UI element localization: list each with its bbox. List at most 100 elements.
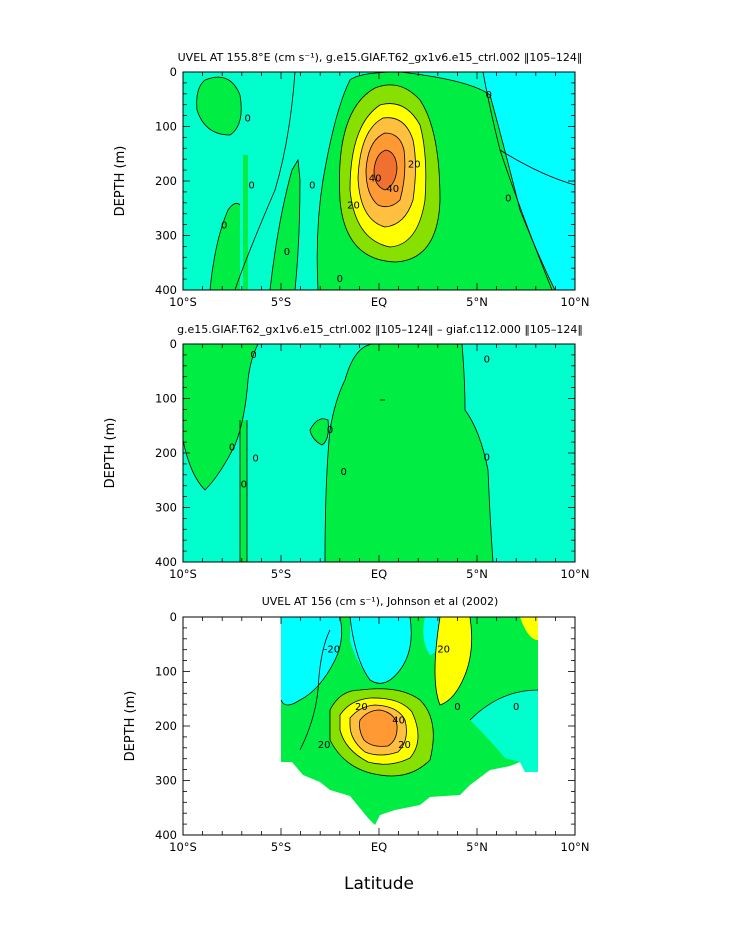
panel-1-ylabel: DEPTH (m) xyxy=(113,146,128,217)
contour-label: 0 xyxy=(309,180,315,191)
panel-1-title: UVEL AT 155.8°E (cm s⁻¹), g.e15.GIAF.T62… xyxy=(178,51,583,64)
panel-1-contour-50 xyxy=(365,132,406,208)
x-tick-label: 10°S xyxy=(169,295,197,309)
contour-label: 0 xyxy=(337,274,343,285)
y-tick-label: 400 xyxy=(155,283,177,297)
panel-2-contour-small xyxy=(309,418,329,446)
contour-label: 0 xyxy=(284,247,290,258)
panel-3-contours xyxy=(280,617,539,825)
contour-label: 40 xyxy=(386,184,399,195)
y-tick-label: 100 xyxy=(155,120,177,134)
panel-3-weak-east xyxy=(470,690,538,772)
panel-1-contour-0-mid xyxy=(234,72,296,290)
panel-1-contour-40 xyxy=(357,117,416,228)
panel-3-contour-20 xyxy=(329,688,434,777)
x-tick-label: 10°S xyxy=(169,567,197,581)
x-tick-label: 10°S xyxy=(169,840,197,854)
contour-label: 0 xyxy=(484,452,490,463)
panel-2-ylabel: DEPTH (m) xyxy=(103,418,118,489)
panel-1-lower-jet xyxy=(270,160,300,290)
contour-label: 20 xyxy=(355,702,368,713)
panel-3-contour-60 xyxy=(359,709,398,747)
contour-label: 20 xyxy=(408,160,421,171)
x-tick-label: 5°S xyxy=(271,840,291,854)
x-tick-label: 5°S xyxy=(271,567,291,581)
x-tick-label: 5°S xyxy=(271,295,291,309)
y-tick-label: 300 xyxy=(155,501,177,515)
panel-1-contour-20 xyxy=(339,84,441,263)
contour-label: 0 xyxy=(454,702,460,713)
panel-2-central-positive xyxy=(325,344,493,562)
panel-2-contour-west xyxy=(183,344,259,491)
y-tick-label: 100 xyxy=(155,665,177,679)
panel-2-contours xyxy=(183,344,575,562)
contour-label: 40 xyxy=(369,173,382,184)
panel-1-contour-60 xyxy=(373,149,398,191)
panel-3-title: UVEL AT 156 (cm s⁻¹), Johnson et al (200… xyxy=(262,595,499,608)
panel-1-contour-30 xyxy=(349,103,427,248)
panel-2-contour-central-east xyxy=(461,344,494,562)
panel-1-eastern-negative xyxy=(483,72,575,290)
x-tick-label: 5°N xyxy=(466,295,488,309)
panel-2-ticks: 10°S 5°S EQ 5°N 10°N 0 100 200 300 400 xyxy=(155,337,589,581)
panel-3-contour-neg-west xyxy=(280,617,343,706)
panel-3-contour-50 xyxy=(349,704,407,756)
contour-label: 0 xyxy=(505,193,511,204)
panel-1-thin-strip xyxy=(243,155,248,290)
panel-3-upper-yellow xyxy=(435,617,472,705)
panel-3-contour-neg-central xyxy=(349,617,412,684)
panel-3-contour-west-zero xyxy=(299,629,331,751)
panel-2: g.e15.GIAF.T62_gx1v6.e15_ctrl.002 ‖105–1… xyxy=(103,323,590,581)
panel-1-euc-max xyxy=(374,150,397,190)
y-tick-label: 0 xyxy=(170,65,177,79)
panel-2-small-cell xyxy=(310,418,329,445)
y-tick-label: 0 xyxy=(170,610,177,624)
figure-xlabel: Latitude xyxy=(344,874,414,894)
contour-label: 0 xyxy=(327,425,333,436)
panel-1-contour-0-ne xyxy=(499,149,575,186)
panel-3: UVEL AT 156 (cm s⁻¹), Johnson et al (200… xyxy=(123,595,590,854)
x-tick-label: 10°N xyxy=(561,840,590,854)
panel-1-west-cell xyxy=(196,76,242,136)
panel-2-contour-labels: 0 0 0 0 0 0 0 0 xyxy=(229,350,490,491)
x-tick-label: 10°N xyxy=(561,567,590,581)
x-tick-label: 5°N xyxy=(466,567,488,581)
panel-1-contours xyxy=(183,72,575,290)
contour-label: 0 xyxy=(244,113,250,124)
contour-label: 40 xyxy=(392,716,405,727)
panel-3-contour-40 xyxy=(339,697,419,765)
x-tick-label: 10°N xyxy=(561,295,590,309)
x-tick-label: EQ xyxy=(371,840,387,854)
y-tick-label: 200 xyxy=(155,719,177,733)
panel-2-contour-strip xyxy=(239,420,248,562)
x-tick-label: EQ xyxy=(371,295,387,309)
x-tick-label: EQ xyxy=(371,567,387,581)
contour-label: 20 xyxy=(318,740,331,751)
y-tick-label: 400 xyxy=(155,828,177,842)
contour-label: 0 xyxy=(250,350,256,361)
y-tick-label: 300 xyxy=(155,774,177,788)
panel-3-ylabel: DEPTH (m) xyxy=(123,691,138,762)
contour-label: 0 xyxy=(248,180,254,191)
contour-label: 0 xyxy=(229,443,235,454)
panel-1-contour-0-lower xyxy=(269,158,301,290)
panel-1-west-strip xyxy=(210,203,240,290)
contour-label: -20 xyxy=(324,645,340,656)
y-tick-label: 200 xyxy=(155,446,177,460)
panel-2-west-lobe xyxy=(183,344,258,490)
panel-2-title: g.e15.GIAF.T62_gx1v6.e15_ctrl.002 ‖105–1… xyxy=(177,323,583,336)
contour-label: 0 xyxy=(241,480,247,491)
contour-label: 0 xyxy=(341,467,347,478)
contour-label: 20 xyxy=(437,645,450,656)
x-tick-label: 5°N xyxy=(466,840,488,854)
panel-3-neg-central xyxy=(350,617,412,684)
panel-3-euc-core xyxy=(359,710,398,747)
contour-label: 0 xyxy=(484,354,490,365)
contour-label: 0 xyxy=(252,453,258,464)
y-tick-label: 300 xyxy=(155,229,177,243)
contour-label: 0 xyxy=(513,702,519,713)
y-tick-label: 200 xyxy=(155,174,177,188)
panel-2-thin-strip xyxy=(240,420,247,562)
